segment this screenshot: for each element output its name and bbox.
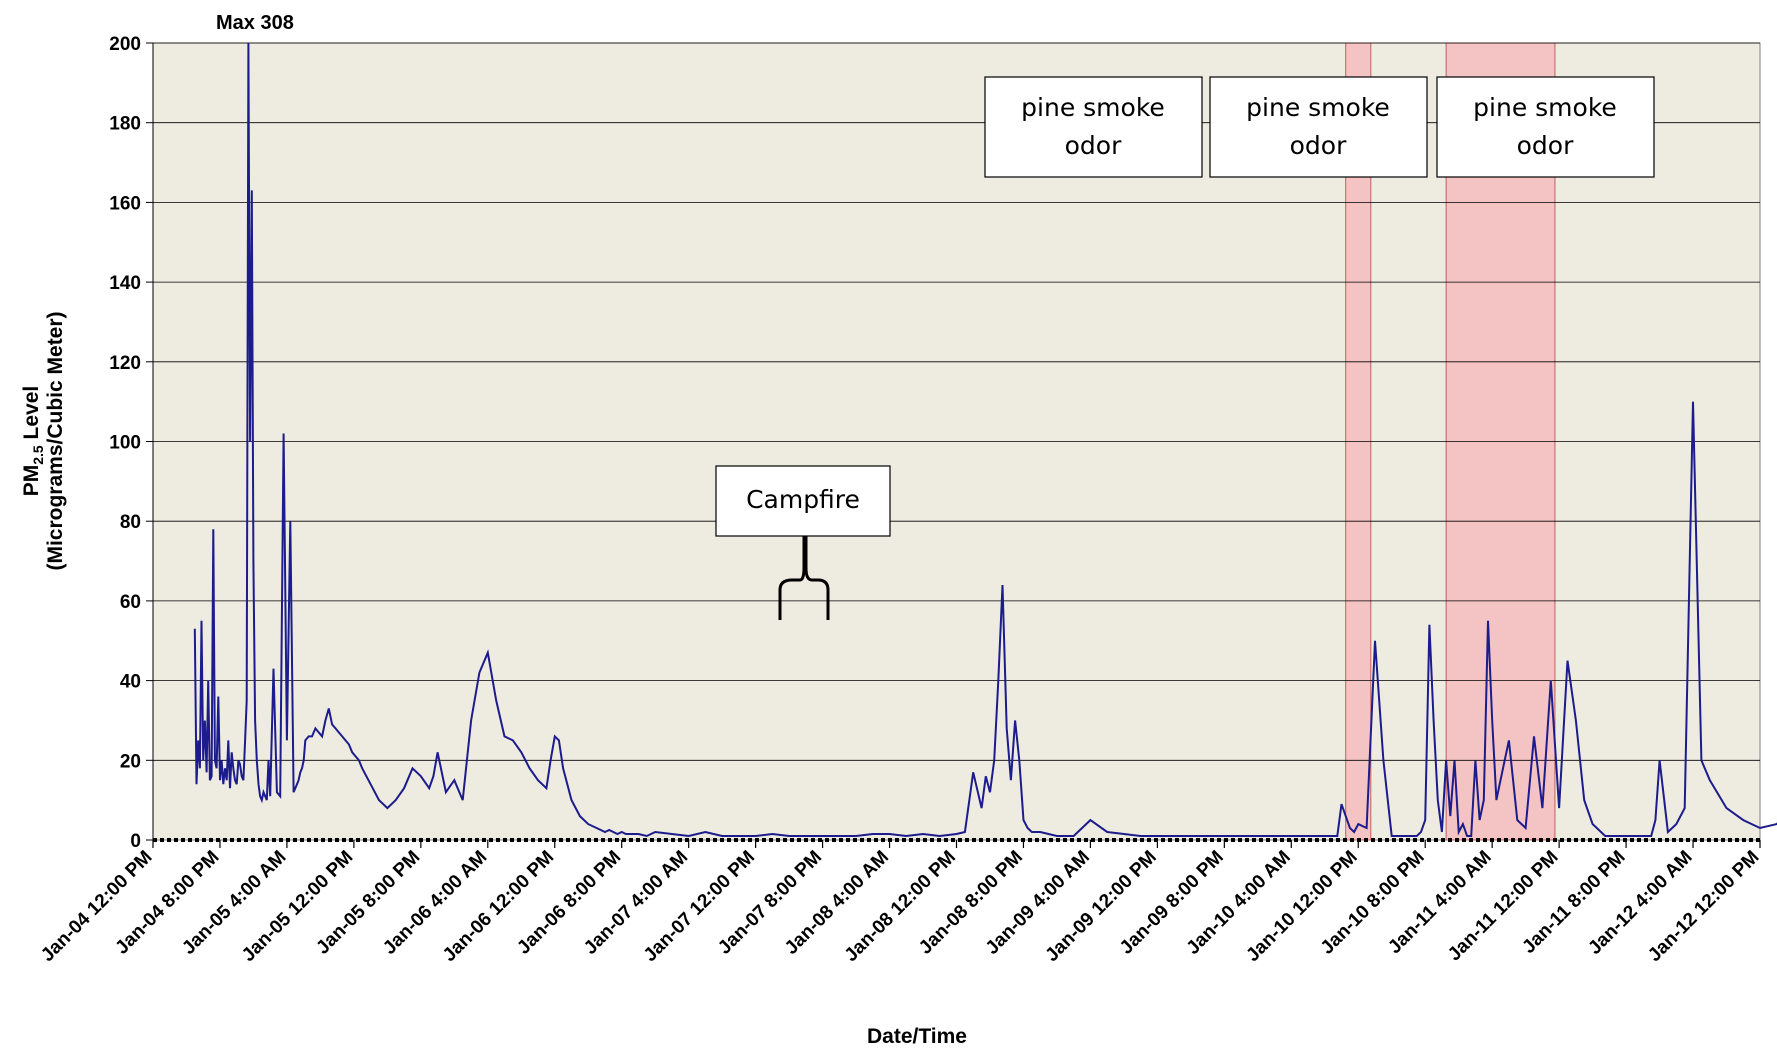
- y-axis-title-suffix: Level: [20, 386, 43, 446]
- xtick-label: Jan-10 12:00 PM: [1242, 847, 1361, 966]
- campfire-label: Campfire: [746, 485, 860, 514]
- y-axis-title: PM2.5 Level (Micrograms/Cubic Meter): [20, 311, 67, 570]
- smoke-label-2-line2: odor: [1290, 131, 1347, 160]
- smoke-label-2-line1: pine smoke: [1246, 93, 1390, 122]
- series-line-1: [193, 42, 1777, 838]
- xtick-label: Jan-08 12:00 PM: [841, 847, 960, 966]
- x-axis-title: Date/Time: [867, 1025, 967, 1048]
- y-axis-title-line2: (Micrograms/Cubic Meter): [44, 311, 67, 570]
- smoke-annotation-2: pine smoke odor: [1209, 76, 1428, 178]
- y-axis-title-main: PM: [20, 465, 43, 497]
- ytick-label: 160: [109, 193, 141, 214]
- ytick-label: 140: [109, 273, 141, 294]
- smoke-box-3: [1436, 76, 1655, 178]
- smoke-label-1-line2: odor: [1065, 131, 1122, 160]
- xtick-label: Jan-09 12:00 PM: [1042, 847, 1161, 966]
- smoke-label-1-line1: pine smoke: [1021, 93, 1165, 122]
- campfire-box: [715, 465, 891, 537]
- ytick-label: 180: [109, 114, 141, 135]
- xtick-label: Jan-07 12:00 PM: [640, 847, 759, 966]
- ytick-label: 0: [130, 831, 141, 852]
- ytick-label: 60: [120, 592, 141, 613]
- ytick-label: 120: [109, 353, 141, 374]
- smoke-annotation-3: pine smoke odor: [1436, 76, 1655, 178]
- ytick-label: 100: [109, 433, 141, 454]
- ytick-label: 20: [120, 751, 141, 772]
- y-axis-title-sub: 2.5: [30, 445, 46, 465]
- smoke-box-2: [1209, 76, 1428, 178]
- campfire-brace-icon: [778, 536, 830, 620]
- max-label: Max 308: [216, 12, 294, 34]
- ytick-label: 200: [109, 34, 141, 55]
- ytick-label: 40: [120, 672, 141, 693]
- smoke-annotation-1: pine smoke odor: [984, 76, 1203, 178]
- y-axis-ticks: 0 20 40 60 80 100 120 140 160 180 200: [109, 34, 153, 852]
- xtick-label: Jan-06 12:00 PM: [439, 847, 558, 966]
- xtick-label: Jan-05 12:00 PM: [238, 847, 357, 966]
- xtick-label: Jan-12 12:00 PM: [1644, 847, 1763, 966]
- smoke-label-3-line2: odor: [1517, 131, 1574, 160]
- campfire-annotation: Campfire: [715, 465, 891, 620]
- series: [193, 42, 1777, 838]
- smoke-box-1: [984, 76, 1203, 178]
- xtick-label: Jan-04 12:00 PM: [37, 847, 156, 966]
- smoke-label-3-line1: pine smoke: [1473, 93, 1617, 122]
- ytick-label: 80: [120, 512, 141, 533]
- svg-text:PM2.5 Level: PM2.5 Level: [20, 386, 46, 497]
